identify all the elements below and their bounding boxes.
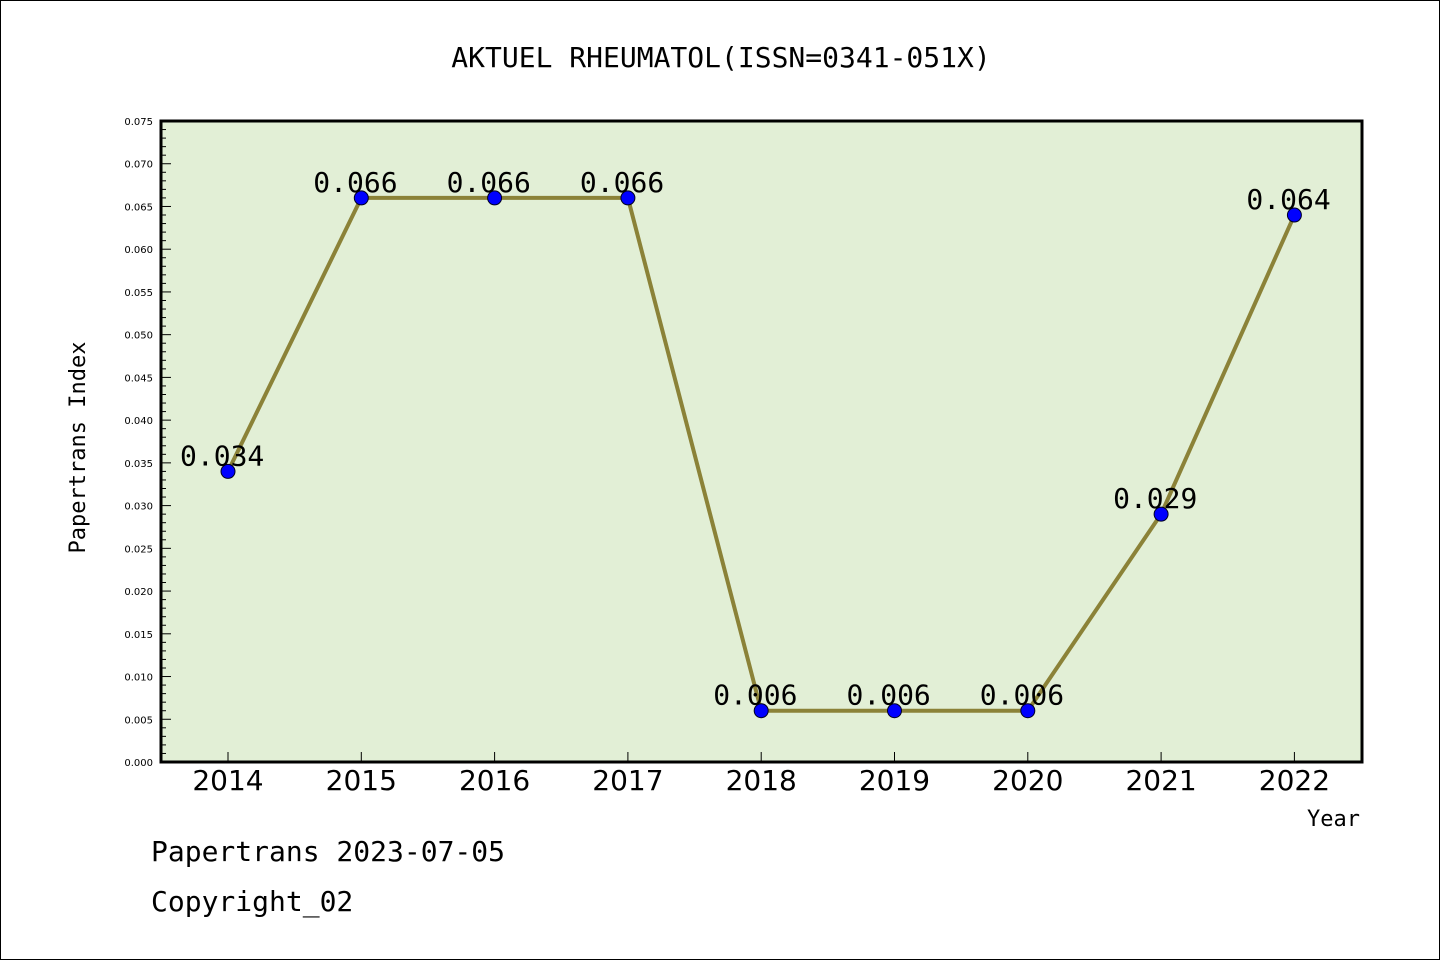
data-label: 0.029 [1113, 482, 1197, 515]
x-tick-label: 2018 [726, 764, 797, 797]
x-axis: 2014 2015 2016 2017 2018 2019 2020 2021 2022 [192, 752, 1330, 797]
data-label: 0.066 [580, 166, 664, 199]
data-point [1020, 703, 1036, 719]
y-tick-label: 0.055 [124, 288, 153, 299]
x-tick-label: 2014 [192, 764, 263, 797]
y-tick-label: 0.015 [124, 630, 153, 641]
data-point [1286, 207, 1302, 223]
x-tick-label: 2020 [992, 764, 1063, 797]
data-point [220, 463, 236, 479]
y-tick-label: 0.060 [124, 245, 153, 256]
data-point [1153, 506, 1169, 522]
data-label: 0.066 [313, 166, 397, 199]
y-axis: 0.000 0.005 0.010 0.015 0.020 0.025 0.030 0.035… [124, 117, 171, 769]
plot-area [159, 119, 1364, 764]
y-tick-label: 0.065 [124, 202, 153, 213]
y-tick-label: 0.025 [124, 544, 153, 555]
y-tick-label: 0.075 [124, 117, 153, 128]
x-tick-label: 2017 [592, 764, 663, 797]
data-label: 0.006 [713, 679, 797, 712]
y-tick-label: 0.010 [124, 673, 153, 684]
y-tick-label: 0.070 [124, 160, 153, 171]
data-label: 0.034 [180, 439, 264, 472]
y-tick-label: 0.045 [124, 373, 153, 384]
y-tick-label: 0.030 [124, 502, 153, 513]
data-point [887, 703, 902, 719]
chart-title: AKTUEL RHEUMATOL(ISSN=0341-051X) [451, 41, 990, 74]
y-tick-label: 0.000 [124, 758, 153, 769]
data-label: 0.064 [1246, 183, 1330, 216]
x-tick-label: 2019 [859, 764, 930, 797]
y-tick-label: 0.005 [124, 715, 153, 726]
series-group: 0.034 0.066 0.066 0.066 0.006 0.006 0.006 0.029… [180, 166, 1331, 719]
footer-copyright: Copyright_02 [151, 885, 354, 918]
y-tick-label: 0.040 [124, 416, 153, 427]
y-tick-label: 0.035 [124, 459, 153, 470]
y-axis-label: Papertrans Index [66, 342, 91, 554]
x-tick-label: 2021 [1125, 764, 1196, 797]
x-axis-label: Year [1307, 807, 1360, 832]
data-point [620, 190, 636, 206]
data-label: 0.066 [447, 166, 531, 199]
y-tick-label: 0.020 [124, 587, 153, 598]
footer-date: Papertrans 2023-07-05 [151, 835, 506, 868]
y-tick-label: 0.050 [124, 331, 153, 342]
x-tick-label: 2015 [326, 764, 397, 797]
data-point [487, 190, 503, 206]
data-label: 0.006 [847, 679, 931, 712]
data-label: 0.006 [980, 679, 1064, 712]
data-point [753, 703, 769, 719]
data-point [353, 190, 369, 206]
x-tick-label: 2022 [1259, 764, 1330, 797]
x-tick-label: 2016 [459, 764, 530, 797]
